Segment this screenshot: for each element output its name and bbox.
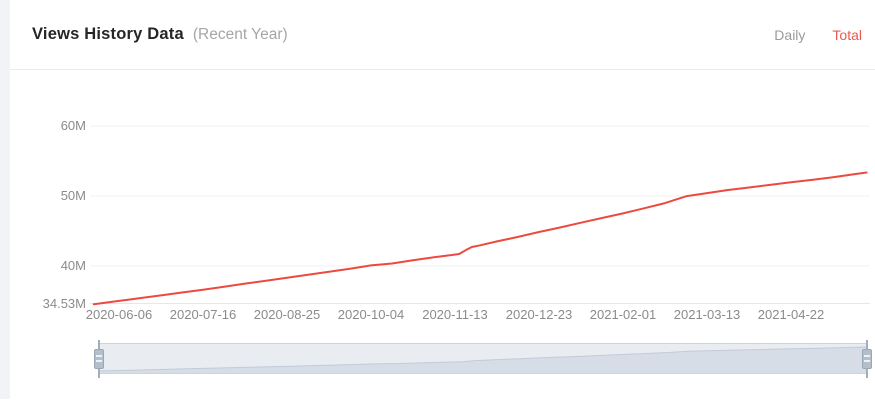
line-chart-plot[interactable]: 60M 50M 40M 34.53M 2020-06-06 2020-07-16 2020… <box>10 70 875 413</box>
x-axis-tick-label: 2020-11-13 <box>422 307 488 322</box>
data-zoom-slider[interactable] <box>94 339 872 378</box>
slider-mini-chart <box>99 346 867 373</box>
y-axis-tick-label: 50M <box>60 188 86 203</box>
page-title: Views History Data <box>32 25 184 43</box>
chart-card: Views History Data (Recent Year) Daily T… <box>10 0 875 413</box>
y-axis-tick-label: 34.53M <box>42 296 86 312</box>
x-axis-tick-label: 2021-02-01 <box>589 307 657 322</box>
x-axis-tick-label: 2020-10-04 <box>337 307 405 322</box>
y-axis-tick-label: 60M <box>60 118 86 133</box>
total-views-line <box>92 171 868 306</box>
tab-daily[interactable]: Daily <box>774 27 806 43</box>
x-axis-tick-label: 2020-12-23 <box>505 307 573 322</box>
x-axis-tick-label: 2020-08-25 <box>253 307 321 322</box>
tab-total[interactable]: Total <box>832 27 862 43</box>
slider-data-shadow-line <box>99 346 867 372</box>
page-background-gutter <box>0 0 10 399</box>
x-axis-tick-label: 2020-06-06 <box>85 307 153 322</box>
y-axis-tick-label: 40M <box>60 258 86 273</box>
slider-grip-icon <box>94 348 104 369</box>
view-mode-tabs: Daily Total <box>774 0 862 70</box>
title-wrap: Views History Data (Recent Year) <box>10 25 288 44</box>
slider-grip-icon <box>862 348 872 369</box>
views-line-chart-svg <box>90 125 870 306</box>
page-subtitle: (Recent Year) <box>192 26 288 43</box>
slider-handle-right[interactable] <box>861 339 873 378</box>
card-header: Views History Data (Recent Year) Daily T… <box>10 0 875 70</box>
slider-handle-left[interactable] <box>93 339 105 378</box>
x-axis-tick-label: 2020-07-16 <box>169 307 237 322</box>
x-axis-tick-label: 2021-04-22 <box>757 307 825 322</box>
x-axis-tick-label: 2021-03-13 <box>673 307 741 322</box>
